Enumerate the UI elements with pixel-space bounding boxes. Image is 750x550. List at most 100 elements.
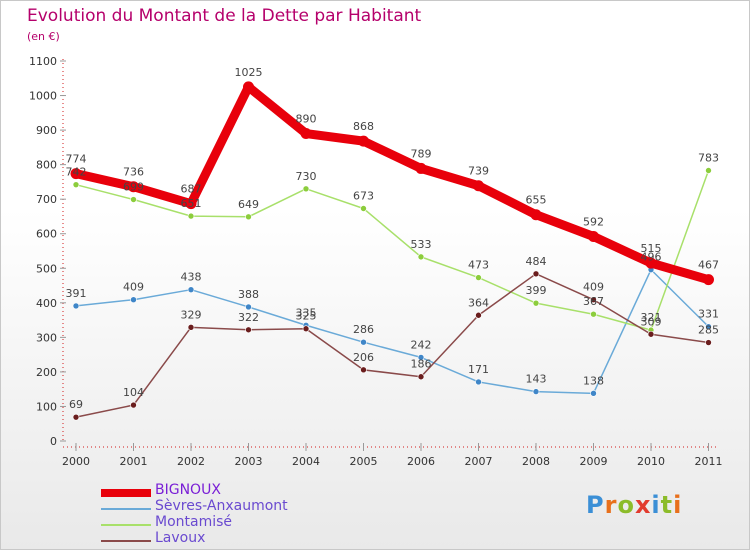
data-point-bignoux [530,209,542,221]
data-label-sevres-anxaumont: 143 [526,373,547,386]
legend-label: Sèvres-Anxaumont [155,498,288,514]
legend-label: Montamisé [155,514,233,530]
data-label-sevres-anxaumont: 242 [411,338,432,351]
data-point-montamise [532,299,540,307]
data-point-montamise [187,212,195,220]
data-label-bignoux: 592 [583,215,604,228]
data-point-lavoux [302,325,310,333]
data-point-montamise [705,167,712,174]
series-line-sevres-anxaumont [75,268,710,395]
data-label-lavoux: 484 [526,255,547,268]
data-point-bignoux [473,180,484,192]
data-label-sevres-anxaumont: 331 [698,308,719,321]
data-label-sevres-anxaumont: 391 [66,287,87,300]
legend-swatch [101,540,151,542]
data-point-sevres-anxaumont [475,378,482,386]
data-label-montamise: 473 [468,259,489,272]
data-label-montamise: 651 [181,197,202,210]
legend-swatch [101,524,151,526]
data-point-montamise [302,185,310,193]
data-label-lavoux: 309 [641,315,662,328]
x-tick-label: 2009 [580,455,608,468]
data-label-lavoux: 329 [181,308,202,321]
data-point-bignoux [703,274,714,286]
data-point-bignoux [128,181,139,193]
data-point-montamise [475,274,482,281]
y-tick-label: 1100 [29,55,57,68]
data-point-montamise [590,310,597,318]
data-label-bignoux: 868 [353,120,374,133]
data-point-lavoux [417,373,425,381]
data-point-bignoux [645,257,657,269]
chart-title: Evolution du Montant de la Dette par Hab… [27,6,422,26]
proxiti-logo: Proxiti [586,491,682,519]
legend-label: Lavoux [155,530,206,546]
data-point-lavoux [360,366,367,374]
data-point-bignoux [70,168,82,180]
data-label-montamise: 399 [526,284,547,297]
y-tick-label: 700 [36,193,57,206]
data-label-bignoux: 789 [411,147,432,160]
y-tick-label: 800 [36,159,57,172]
data-label-bignoux: 515 [641,242,662,255]
y-tick-label: 0 [50,435,57,448]
data-point-lavoux [187,324,195,331]
x-tick-label: 2008 [522,455,550,468]
x-tick-label: 2000 [62,455,90,468]
logo-letter: t [660,491,674,519]
data-point-lavoux [475,311,482,319]
data-point-bignoux [358,135,369,147]
data-label-montamise: 699 [123,181,144,194]
data-label-lavoux: 322 [238,311,259,324]
data-point-bignoux [300,128,312,140]
data-point-lavoux [705,339,712,346]
legend-swatch [101,508,151,510]
y-tick-label: 900 [36,124,57,137]
data-label-montamise: 742 [66,166,87,179]
data-point-montamise [245,213,252,221]
data-point-sevres-anxaumont [187,286,195,293]
data-point-sevres-anxaumont [590,390,597,397]
y-tick-label: 500 [36,262,57,275]
data-point-lavoux [72,413,80,421]
data-label-lavoux: 364 [468,296,489,309]
y-tick-label: 1000 [29,90,57,103]
legend-swatch [101,489,151,497]
data-point-bignoux [185,198,197,210]
data-label-bignoux: 890 [296,113,317,126]
series-line-lavoux [75,273,710,418]
data-label-bignoux: 736 [123,166,144,179]
data-point-bignoux [588,230,599,242]
data-point-sevres-anxaumont [72,302,80,310]
data-point-lavoux [245,326,252,334]
logo-letter: i [673,491,683,519]
data-label-lavoux: 409 [583,281,604,294]
data-point-sevres-anxaumont [417,354,425,361]
x-tick-label: 2007 [465,455,493,468]
data-label-sevres-anxaumont: 388 [238,288,259,301]
data-point-sevres-anxaumont [705,323,712,330]
data-point-lavoux [532,270,540,278]
data-point-bignoux [415,162,427,174]
logo-letter: x [634,491,652,519]
x-tick-label: 2002 [177,455,205,468]
data-point-montamise [130,196,137,203]
data-label-montamise: 673 [353,190,374,203]
x-tick-label: 2011 [695,455,723,468]
data-label-montamise: 649 [238,198,259,211]
data-label-lavoux: 285 [698,324,719,337]
data-point-lavoux [647,330,655,338]
logo-letter: i [651,491,661,519]
data-label-sevres-anxaumont: 286 [353,323,374,336]
data-label-bignoux: 467 [698,259,719,272]
logo-letter: r [604,491,618,519]
data-label-montamise: 533 [411,238,432,251]
data-label-bignoux: 687 [181,183,202,196]
data-label-lavoux: 104 [123,386,144,399]
data-label-bignoux: 739 [468,165,489,178]
data-label-sevres-anxaumont: 335 [296,306,317,319]
x-tick-label: 2004 [292,455,320,468]
y-tick-label: 200 [36,366,57,379]
data-label-sevres-anxaumont: 409 [123,281,144,294]
